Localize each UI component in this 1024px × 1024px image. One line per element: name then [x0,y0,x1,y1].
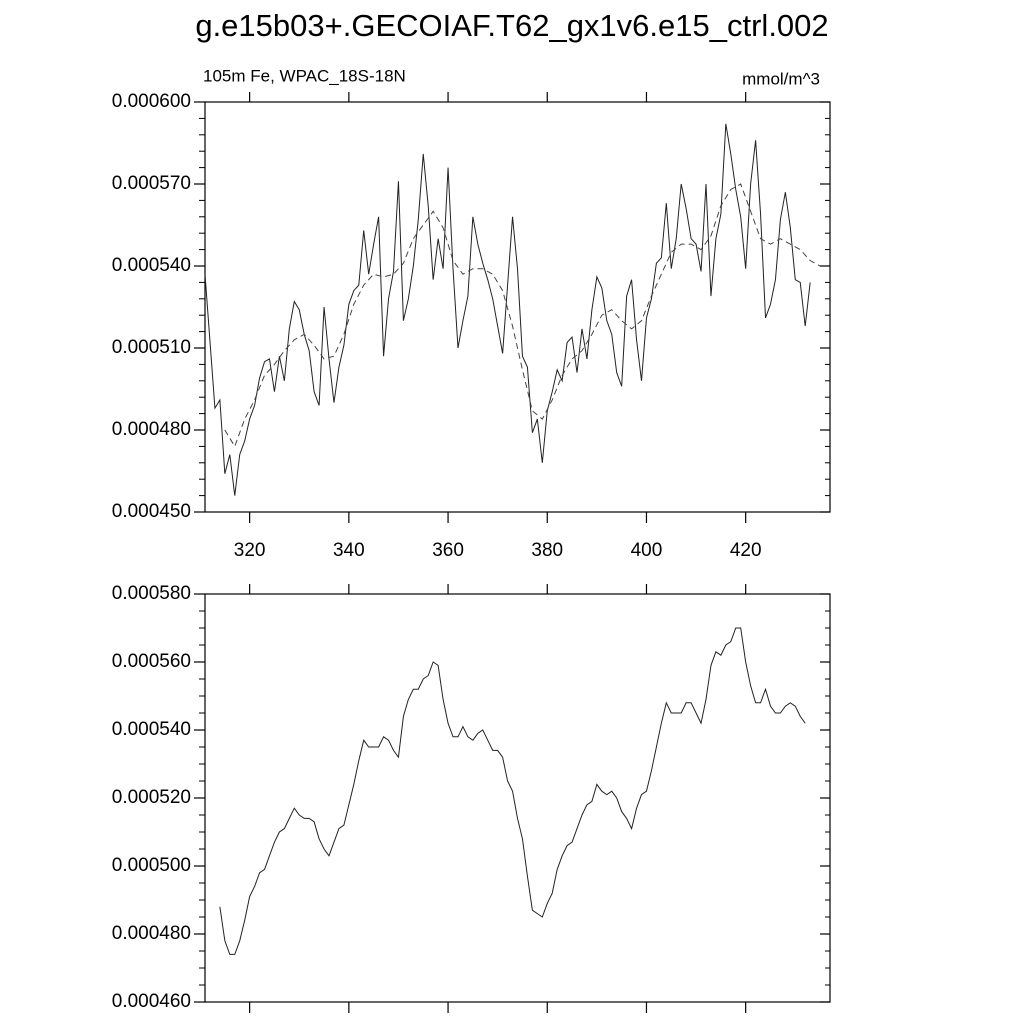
y-tick-label: 0.000480 [112,419,191,440]
y-tick-label: 0.000510 [112,337,191,358]
right-subtitle: mmol/m^3 [742,69,820,88]
chart-title: g.e15b03+.GECOIAF.T62_gx1v6.e15_ctrl.002 [195,8,828,43]
dashed-line [224,183,821,448]
data-line [204,123,811,496]
y-tick-label: 0.000500 [112,855,191,876]
y-tick-label: 0.000460 [112,991,191,1012]
y-tick-label: 0.000480 [112,923,191,944]
x-tick-label: 360 [432,540,464,561]
y-tick-label: 0.000580 [112,583,191,604]
x-tick-label: 340 [333,540,365,561]
y-tick-label: 0.000570 [112,173,191,194]
y-tick-label: 0.000520 [112,787,191,808]
y-tick-label: 0.000450 [112,501,191,522]
x-tick-label: 400 [631,540,663,561]
x-tick-label: 320 [234,540,266,561]
left-subtitle: 105m Fe, WPAC_18S-18N [203,66,406,85]
y-tick-label: 0.000540 [112,719,191,740]
y-tick-label: 0.000600 [112,91,191,112]
y-tick-label: 0.000560 [112,651,191,672]
x-tick-label: 380 [531,540,563,561]
y-tick-label: 0.000540 [112,255,191,276]
plot-frame [204,101,831,513]
plot-frame [204,593,831,1003]
x-tick-label: 420 [730,540,762,561]
data-line [219,627,806,955]
